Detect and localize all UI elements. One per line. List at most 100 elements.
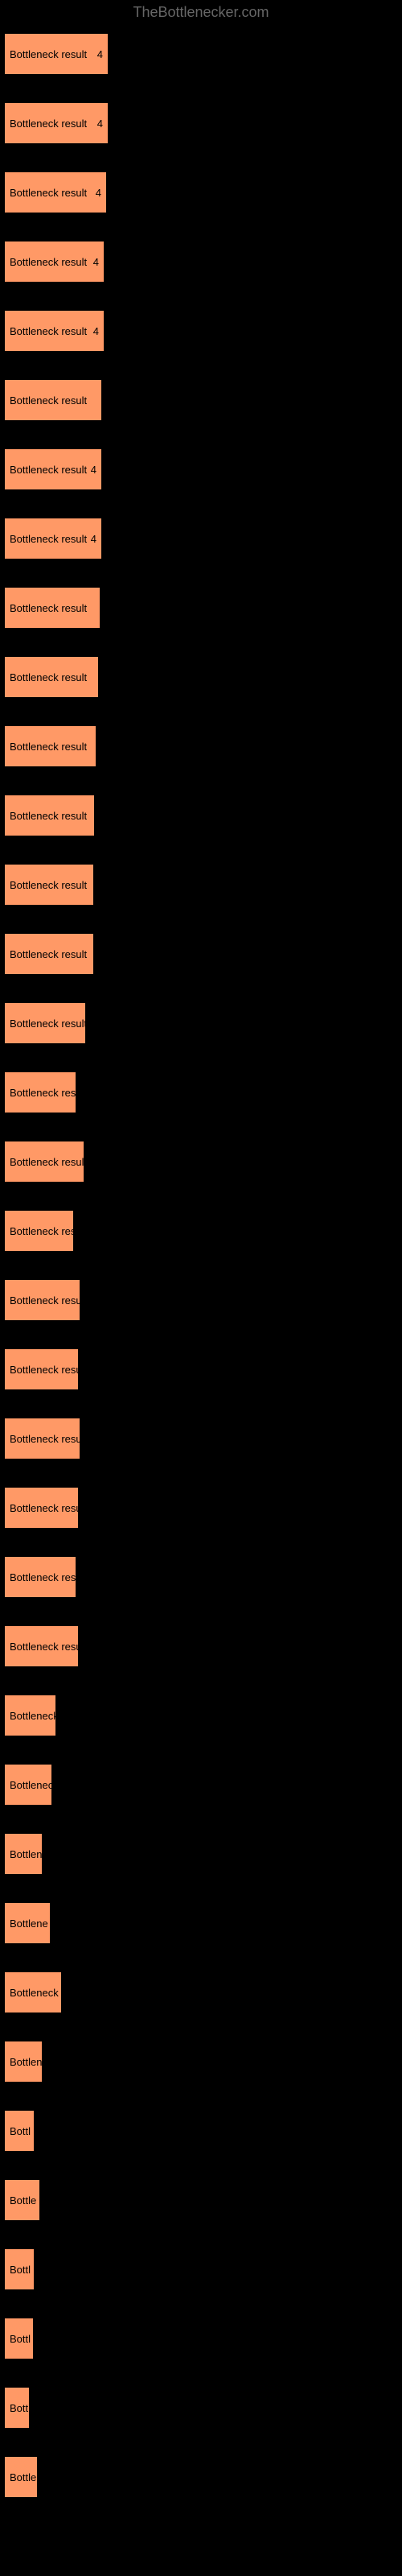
bar-row: Bott xyxy=(4,2387,402,2429)
bar-label: Bottle xyxy=(10,2194,36,2207)
bottleneck-bar: Bottlene xyxy=(4,1902,51,1944)
bar-row: Bottleneck result xyxy=(4,1141,402,1183)
bar-row: Bottleneck result xyxy=(4,1625,402,1667)
bar-row: Bottleneck result xyxy=(4,933,402,975)
bottleneck-bar: Bottlenec xyxy=(4,1764,52,1806)
bar-row: Bottl xyxy=(4,2318,402,2359)
bottleneck-bar: Bottleneck result xyxy=(4,1348,79,1390)
bar-label: Bottleneck result xyxy=(10,1641,79,1653)
bar-row: Bottleneck result 4 xyxy=(4,102,402,144)
bar-row: Bottl xyxy=(4,2110,402,2152)
bar-label: Bottleneck result xyxy=(10,394,87,407)
bottleneck-bar: Bottleneck result 4 xyxy=(4,448,102,490)
bottleneck-bar: Bottleneck result4 xyxy=(4,518,102,559)
bottleneck-bar: Bottleneck result xyxy=(4,1002,86,1044)
bottleneck-chart: Bottleneck result 4 Bottleneck result 4 Bott… xyxy=(0,33,402,2498)
bottleneck-bar: Bottleneck r xyxy=(4,1971,62,2013)
bottleneck-bar: Bottleneck result xyxy=(4,1625,79,1667)
site-header: TheBottlenecker.com xyxy=(0,4,402,21)
bar-label: Bottleneck resu xyxy=(10,1571,76,1583)
bar-label: Bottleneck result xyxy=(10,879,87,891)
bottleneck-bar: Bottleneck result xyxy=(4,379,102,421)
bar-value: 4 xyxy=(91,533,101,545)
bar-label: Bottlen xyxy=(10,2056,42,2068)
bar-label: Bottleneck result xyxy=(10,810,87,822)
bar-label: Bottleneck result xyxy=(10,118,87,130)
bar-row: Bottleneck result xyxy=(4,864,402,906)
bottleneck-bar: Bottleneck result xyxy=(4,864,94,906)
bar-label: Bottleneck result xyxy=(10,256,87,268)
bar-label: Bottleneck result xyxy=(10,1087,76,1099)
bottleneck-bar: Bottleneck result xyxy=(4,933,94,975)
bottleneck-bar: Bottleneck result4 xyxy=(4,310,105,352)
bottleneck-bar: Bottleneck result xyxy=(4,656,99,698)
bar-label: Bottleneck result xyxy=(10,741,87,753)
bar-label: Bottlen xyxy=(10,1848,42,1860)
bar-label: Bottlenec xyxy=(10,1779,52,1791)
bar-label: Bottleneck result xyxy=(10,1225,74,1237)
bottleneck-bar: Bottlen xyxy=(4,2041,43,2083)
bottleneck-bar: Bottleneck result xyxy=(4,1141,84,1183)
bar-value: 4 xyxy=(97,118,108,130)
bottleneck-bar: Bottlen xyxy=(4,1833,43,1875)
bar-row: Bottlene xyxy=(4,1902,402,1944)
bar-label: Bottleneck result xyxy=(10,464,87,476)
bar-label: Bottleneck result xyxy=(10,325,87,337)
bar-label: Bottleneck resu xyxy=(10,1294,80,1307)
bar-label: Bottleneck result xyxy=(10,187,87,199)
bottleneck-bar: Bottleneck result 4 xyxy=(4,102,109,144)
bar-row: Bottleneck result 4 xyxy=(4,448,402,490)
bottleneck-bar: Bottle xyxy=(4,2456,38,2498)
bottleneck-bar: Bott xyxy=(4,2387,30,2429)
bar-row: Bottleneck xyxy=(4,1695,402,1736)
bottleneck-bar: Bottleneck result xyxy=(4,587,100,629)
bar-label: Bottleneck result xyxy=(10,1364,79,1376)
bottleneck-bar: Bottl xyxy=(4,2318,34,2359)
bar-label: Bottleneck result xyxy=(10,1156,84,1168)
bar-value: 4 xyxy=(97,48,108,60)
bar-row: Bottl xyxy=(4,2248,402,2290)
bar-label: Bottleneck result xyxy=(10,671,87,683)
bar-row: Bottleneck result xyxy=(4,1210,402,1252)
bar-value: 4 xyxy=(93,256,104,268)
bar-label: Bott xyxy=(10,2402,28,2414)
bar-label: Bottleneck result xyxy=(10,48,87,60)
bar-value: 4 xyxy=(91,464,101,476)
bar-value: 4 xyxy=(96,187,106,199)
bar-label: Bottl xyxy=(10,2264,31,2276)
bar-label: Bottl xyxy=(10,2333,31,2345)
bar-row: Bottleneck result4 xyxy=(4,518,402,559)
bar-row: Bottleneck result xyxy=(4,1002,402,1044)
bottleneck-bar: Bottl xyxy=(4,2248,35,2290)
bar-row: Bottleneck resu xyxy=(4,1556,402,1598)
bar-label: Bottleneck result xyxy=(10,602,87,614)
bottleneck-bar: Bottleneck result xyxy=(4,1418,80,1459)
bar-row: Bottlen xyxy=(4,2041,402,2083)
bottleneck-bar: Bottleneck result 4 xyxy=(4,171,107,213)
bar-row: Bottleneck result xyxy=(4,1418,402,1459)
bottleneck-bar: Bottleneck resu xyxy=(4,1556,76,1598)
bar-label: Bottleneck result xyxy=(10,1433,80,1445)
bottleneck-bar: Bottleneck result 4 xyxy=(4,33,109,75)
bottleneck-bar: Bottleneck result 4 xyxy=(4,241,105,283)
bar-row: Bottleneck result xyxy=(4,1487,402,1529)
bar-label: Bottl xyxy=(10,2125,31,2137)
bar-row: Bottleneck result 4 xyxy=(4,241,402,283)
bar-row: Bottleneck result xyxy=(4,379,402,421)
bar-label: Bottleneck result xyxy=(10,1018,86,1030)
bottleneck-bar: Bottleneck result xyxy=(4,725,96,767)
bottleneck-bar: Bottleneck resu xyxy=(4,1279,80,1321)
bar-label: Bottle xyxy=(10,2471,36,2483)
bar-row: Bottleneck result 4 xyxy=(4,33,402,75)
bar-row: Bottleneck r xyxy=(4,1971,402,2013)
bottleneck-bar: Bottleneck result xyxy=(4,795,95,836)
bottleneck-bar: Bottleneck xyxy=(4,1695,56,1736)
bar-row: Bottleneck result xyxy=(4,587,402,629)
bar-label: Bottleneck result xyxy=(10,948,87,960)
bar-label: Bottleneck xyxy=(10,1710,56,1722)
bar-row: Bottleneck resu xyxy=(4,1279,402,1321)
bar-row: Bottleneck result xyxy=(4,1348,402,1390)
bar-row: Bottle xyxy=(4,2456,402,2498)
bottleneck-bar: Bottl xyxy=(4,2110,35,2152)
bar-row: Bottlenec xyxy=(4,1764,402,1806)
